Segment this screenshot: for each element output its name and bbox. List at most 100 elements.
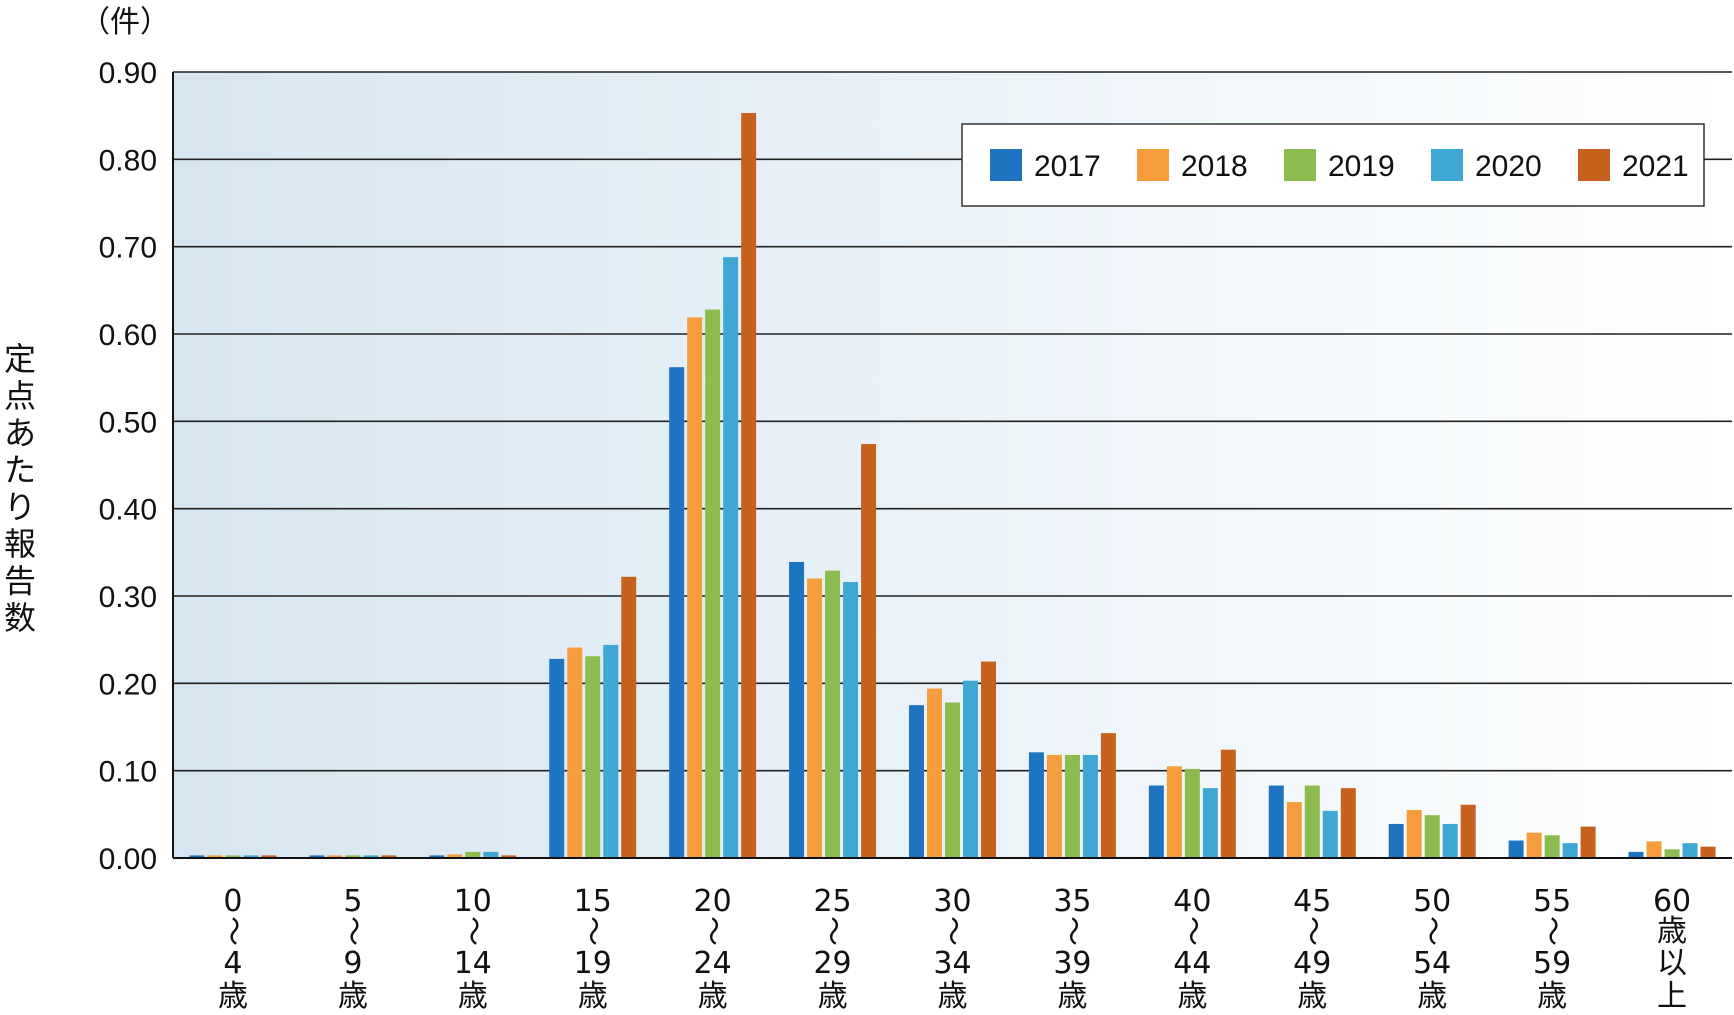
y-tick-label: 0.80 [99,144,157,177]
bar-2019-1 [345,855,361,858]
x-tick-label: 34 [933,946,971,981]
x-tick-labels: 0〜4歳5〜9歳10〜14歳15〜19歳20〜24歳25〜29歳30〜34歳35… [215,884,1691,1014]
bar-2020-12 [1682,843,1698,858]
legend-label-2020: 2020 [1475,150,1542,183]
x-tick-label: 〜 [815,916,850,946]
bar-2019-8 [1184,768,1200,858]
bar-2021-0 [261,855,277,858]
bar-2019-6 [945,702,960,858]
bar-2018-0 [207,855,223,858]
y-tick-label: 0.60 [99,319,157,352]
bar-2020-6 [963,680,978,858]
bar-2018-2 [447,854,463,858]
bar-2020-5 [843,582,859,858]
legend-swatch-2017 [990,149,1022,181]
x-tick-label: 19 [574,946,612,981]
legend-swatch-2018 [1137,149,1169,181]
legend-label-2019: 2019 [1328,150,1395,183]
x-tick-label: 歳 [698,979,728,1014]
bar-2020-9 [1322,810,1338,858]
x-tick-label: 〜 [695,916,730,946]
x-tick-label: 歳 [1297,979,1327,1014]
x-tick-label: 25 [813,884,851,919]
bar-2020-1 [363,855,379,858]
bar-2017-2 [429,855,445,858]
x-tick-label: 〜 [1414,916,1449,946]
bar-2021-7 [1100,733,1116,858]
bars [189,113,1716,859]
bar-2017-5 [789,561,805,858]
bar-2021-3 [621,576,637,858]
bar-2021-8 [1220,749,1236,858]
x-tick-label: 45 [1293,884,1331,919]
x-tick-label: 歳 [1177,979,1207,1014]
legend-label-2018: 2018 [1181,150,1248,183]
x-tick-label: 上 [1657,979,1687,1014]
x-tick-label: 60 [1653,884,1691,919]
x-tick-label: 歳 [1417,979,1447,1014]
y-axis-label-char: た [4,451,36,489]
legend: 2017 2018 2019 2020 2021 [961,123,1705,207]
bar-2021-11 [1580,826,1596,858]
bar-2017-6 [909,705,924,858]
x-tick-label: 20 [694,884,732,919]
y-tick-labels: 0.00 0.10 0.20 0.30 0.40 0.50 0.60 0.70 0.80 0.90 [99,57,157,876]
bar-2018-5 [807,578,823,858]
x-tick-label: 30 [933,884,971,919]
x-tick-label: 以 [1657,946,1687,981]
x-tick-label: 歳 [338,979,368,1014]
bar-2020-10 [1442,823,1458,858]
x-tick-label: 35 [1053,884,1091,919]
x-tick-label: 40 [1173,884,1211,919]
bar-2021-10 [1460,804,1476,858]
x-tick-label: 50 [1413,884,1451,919]
legend-swatch-2021 [1578,149,1610,181]
x-tick-label: 44 [1173,946,1211,981]
y-tick-label: 0.90 [99,57,157,90]
y-axis-label-char: 告 [4,562,36,600]
y-tick-label: 0.20 [99,668,157,701]
legend-swatch-2019 [1284,149,1316,181]
bar-2017-12 [1628,851,1644,858]
bar-2020-3 [603,644,619,858]
x-tick-label: 歳 [1657,914,1687,949]
y-axis-label-char: あ [4,414,36,452]
x-tick-label: 〜 [1294,916,1329,946]
bar-2019-11 [1544,835,1560,858]
bar-2018-1 [327,855,343,858]
y-axis-label-char: り [4,488,36,526]
bar-2021-9 [1340,788,1356,858]
x-tick-label: 〜 [215,916,250,946]
bar-2021-4 [741,113,757,858]
x-tick-label: 29 [813,946,851,981]
bar-2021-6 [981,661,996,858]
x-tick-label: 歳 [938,979,968,1014]
x-tick-label: 0 [223,884,242,919]
legend-swatch-2020 [1431,149,1463,181]
x-tick-label: 55 [1533,884,1571,919]
bar-2017-4 [669,367,685,858]
bar-2018-12 [1646,841,1662,858]
x-tick-label: 〜 [1174,916,1209,946]
bar-2017-8 [1148,785,1164,858]
x-tick-label: 歳 [218,979,248,1014]
bar-2017-0 [189,855,205,858]
y-tick-label: 0.10 [99,756,157,789]
legend-label-2017: 2017 [1034,150,1101,183]
bar-2018-6 [927,688,942,858]
legend-label-2021: 2021 [1622,150,1689,183]
x-tick-label: 59 [1533,946,1571,981]
bar-2018-7 [1046,754,1062,858]
bar-2017-9 [1268,785,1284,858]
bar-2019-0 [225,855,241,858]
bar-2017-11 [1508,840,1524,858]
bar-2019-10 [1424,815,1440,858]
y-tick-label: 0.30 [99,581,157,614]
bar-2020-11 [1562,843,1578,858]
x-tick-label: 〜 [335,916,370,946]
x-tick-label: 〜 [455,916,490,946]
bar-2019-4 [705,309,721,859]
bar-2019-5 [825,570,841,858]
y-axis-label-char: 定 [4,340,36,378]
